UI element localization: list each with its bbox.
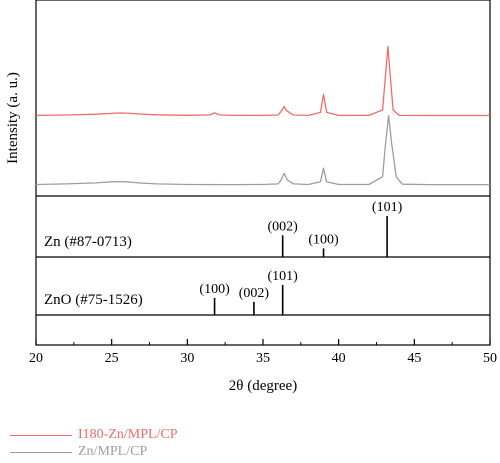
x-tick-label-35: 35 bbox=[256, 351, 270, 366]
legend-swatch-i180 bbox=[10, 434, 72, 436]
legend-label-i180: I180-Zn/MPL/CP bbox=[78, 427, 178, 442]
xrd-chart: Zn (#87-0713) (002) (100) (101) ZnO (#75-152… bbox=[5, 0, 497, 394]
hkl-label-zn-2: (100) bbox=[308, 232, 339, 247]
series-line-zn-mpl-cp bbox=[35, 115, 490, 186]
x-tick-label-20: 20 bbox=[29, 351, 43, 366]
x-axis-label: 2θ (degree) bbox=[229, 378, 297, 394]
x-tick-label-25: 25 bbox=[105, 351, 119, 366]
hkl-label-zno-1: (100) bbox=[199, 282, 230, 297]
hkl-label-zno-3: (101) bbox=[268, 269, 299, 284]
hkl-label-zn-3: (101) bbox=[372, 200, 403, 215]
reference-label-zno: ZnO (#75-1526) bbox=[44, 292, 143, 308]
hkl-label-zno-2: (002) bbox=[239, 286, 270, 301]
x-tick-label-45: 45 bbox=[407, 351, 421, 366]
y-axis-label: Intensity (a. u.) bbox=[5, 72, 21, 164]
legend-item-i180: I180-Zn/MPL/CP bbox=[10, 427, 178, 443]
series-line-i180-zn-mpl-cp bbox=[35, 45, 490, 117]
x-tick-label-40: 40 bbox=[332, 351, 346, 366]
hkl-label-zn-1: (002) bbox=[268, 219, 299, 234]
legend-label-zn-mpl: Zn/MPL/CP bbox=[78, 444, 148, 459]
reference-panels: Zn (#87-0713) (002) (100) (101) ZnO (#75-152… bbox=[44, 200, 403, 315]
x-axis: 20 25 30 35 40 45 50 bbox=[29, 339, 497, 366]
legend-item-zn-mpl: Zn/MPL/CP bbox=[10, 444, 147, 460]
legend-swatch-zn-mpl bbox=[10, 451, 72, 453]
reference-label-zn: Zn (#87-0713) bbox=[44, 234, 132, 250]
x-tick-label-30: 30 bbox=[180, 351, 194, 366]
pattern-lines bbox=[35, 45, 490, 186]
x-tick-label-50: 50 bbox=[483, 351, 497, 366]
